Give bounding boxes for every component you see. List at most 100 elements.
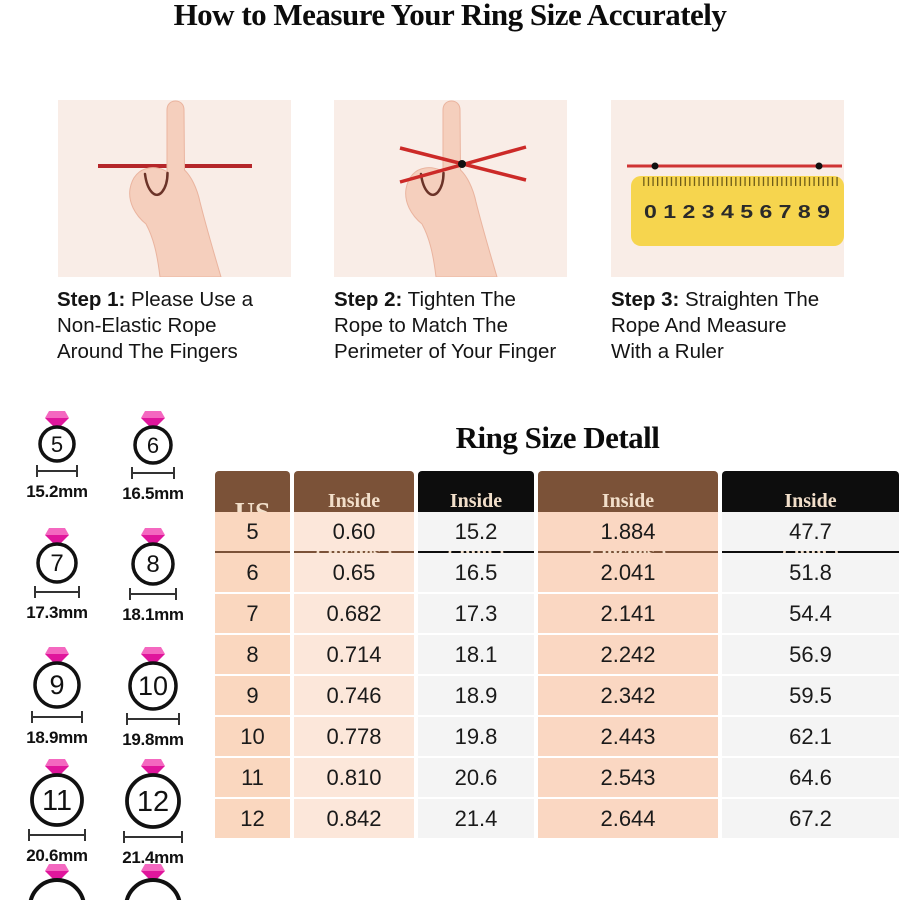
- cell-circ-in: 2.141: [538, 594, 718, 633]
- step1-caption: Step 1: Please Use a Non-Elastic Rope Ar…: [57, 287, 317, 365]
- step3-text: Straighten The Rope And Measure With a R…: [611, 288, 820, 363]
- ring-circle: [28, 878, 86, 900]
- ring-figure-size6: 6 16.5mm: [105, 409, 201, 504]
- measure-bracket: [28, 829, 86, 841]
- ring-diameter-label: 19.8mm: [122, 730, 184, 749]
- ring-figure-size7: 7 17.3mm: [9, 526, 105, 623]
- crossed-rope-lines: [399, 145, 527, 184]
- cell-dia-in: 0.842: [294, 799, 414, 838]
- ring-diameter-label: 16.5mm: [122, 484, 184, 503]
- cell-circ-mm: 56.9: [722, 635, 899, 674]
- ring-circle: [30, 773, 84, 827]
- cell-circ-mm: 62.1: [722, 717, 899, 756]
- measure-bracket: [123, 831, 183, 843]
- ring-figure-size12: 12 21.4mm: [105, 757, 201, 868]
- ring-size-number: 8: [146, 551, 159, 578]
- cell-us: 12: [215, 799, 290, 838]
- ring-figure-size8: 8 18.1mm: [105, 526, 201, 625]
- hand-illustration: [129, 100, 222, 277]
- cell-circ-mm: 47.7: [722, 512, 899, 551]
- cell-us: 9: [215, 676, 290, 715]
- cell-us: 8: [215, 635, 290, 674]
- cell-circ-mm: 64.6: [722, 758, 899, 797]
- measure-bracket: [129, 588, 177, 600]
- cell-dia-mm: 19.8: [418, 717, 534, 756]
- ring-circle: [131, 542, 175, 586]
- ruler-tick-marks: [641, 177, 839, 186]
- ring-figure-partial: [9, 862, 105, 900]
- ring-circle: [38, 425, 76, 463]
- page-title: How to Measure Your Ring Size Accurately: [173, 0, 727, 32]
- cell-dia-in: 0.810: [294, 758, 414, 797]
- cell-dia-in: 0.778: [294, 717, 414, 756]
- cell-us: 6: [215, 553, 290, 592]
- diamond-icon: [45, 411, 69, 430]
- cell-dia-mm: 21.4: [418, 799, 534, 838]
- cell-circ-in: 2.342: [538, 676, 718, 715]
- cell-dia-mm: 17.3: [418, 594, 534, 633]
- cell-circ-in: 1.884: [538, 512, 718, 551]
- cell-dia-mm: 16.5: [418, 553, 534, 592]
- ring-diameter-label: 17.3mm: [26, 603, 88, 622]
- ring-diameter-label: 15.2mm: [26, 482, 88, 501]
- cell-dia-in: 0.746: [294, 676, 414, 715]
- step2-text: Tighten The Rope to Match The Perimeter …: [334, 288, 557, 363]
- ring-size-number: 6: [147, 433, 159, 458]
- rope-end-dot: [815, 162, 823, 170]
- ring-size-number: 5: [51, 432, 63, 457]
- diamond-icon: [45, 864, 69, 883]
- step2-hand-with-tightened-rope-illustration: [399, 100, 527, 277]
- measure-bracket: [36, 465, 78, 477]
- cell-us: 5: [215, 512, 290, 551]
- ring-diameter-label: 18.9mm: [26, 728, 88, 747]
- rope-knot-dot: [458, 160, 466, 168]
- cell-dia-mm: 18.1: [418, 635, 534, 674]
- step1-hand-with-rope-illustration: [98, 100, 252, 277]
- cell-us: 10: [215, 717, 290, 756]
- ring-circle: [33, 661, 81, 709]
- ruler: 0 1 2 3 4 5 6 7 8 9: [631, 176, 844, 246]
- step2-caption: Step 2: Tighten The Rope to Match The Pe…: [334, 287, 594, 365]
- cell-dia-mm: 18.9: [418, 676, 534, 715]
- diamond-icon: [141, 411, 165, 430]
- step3-panel: 0 1 2 3 4 5 6 7 8 9: [611, 100, 844, 277]
- step3-label: Step 3:: [611, 288, 680, 311]
- cell-circ-in: 2.543: [538, 758, 718, 797]
- ring-size-number: 10: [138, 671, 168, 701]
- ring-circle: [128, 661, 178, 711]
- cell-circ-mm: 51.8: [722, 553, 899, 592]
- ring-diameter-label: 20.6mm: [26, 846, 88, 865]
- cell-dia-in: 0.65: [294, 553, 414, 592]
- diamond-icon: [45, 528, 69, 547]
- ring-circle: [125, 773, 181, 829]
- diamond-icon: [45, 759, 69, 778]
- ring-size-number: 11: [42, 785, 72, 817]
- hand-illustration: [405, 100, 498, 277]
- ring-circle: [36, 542, 78, 584]
- diamond-icon: [141, 528, 165, 547]
- ring-figure-size9: 9 18.9mm: [9, 645, 105, 748]
- ring-figure-size11: 11 20.6mm: [9, 757, 105, 866]
- diamond-icon: [141, 759, 165, 778]
- cell-us: 11: [215, 758, 290, 797]
- ring-circle: [124, 878, 182, 900]
- step2-panel: [334, 100, 567, 277]
- cell-us: 7: [215, 594, 290, 633]
- cell-circ-mm: 59.5: [722, 676, 899, 715]
- ring-figure-size10: 10 19.8mm: [105, 645, 201, 750]
- diamond-icon: [45, 647, 69, 666]
- ring-size-number: 9: [49, 670, 64, 700]
- step3-caption: Step 3: Straighten The Rope And Measure …: [611, 287, 871, 365]
- cell-dia-mm: 20.6: [418, 758, 534, 797]
- cell-dia-in: 0.682: [294, 594, 414, 633]
- step1-panel: [58, 100, 291, 277]
- cell-circ-in: 2.644: [538, 799, 718, 838]
- ring-figure-size5: 5 15.2mm: [9, 409, 105, 502]
- measure-bracket: [31, 711, 83, 723]
- ring-diameter-label: 21.4mm: [122, 848, 184, 867]
- cell-dia-in: 0.60: [294, 512, 414, 551]
- step1-label: Step 1:: [57, 288, 126, 311]
- step3-ruler-illustration: 0 1 2 3 4 5 6 7 8 9: [627, 162, 844, 246]
- ring-circle: [133, 425, 173, 465]
